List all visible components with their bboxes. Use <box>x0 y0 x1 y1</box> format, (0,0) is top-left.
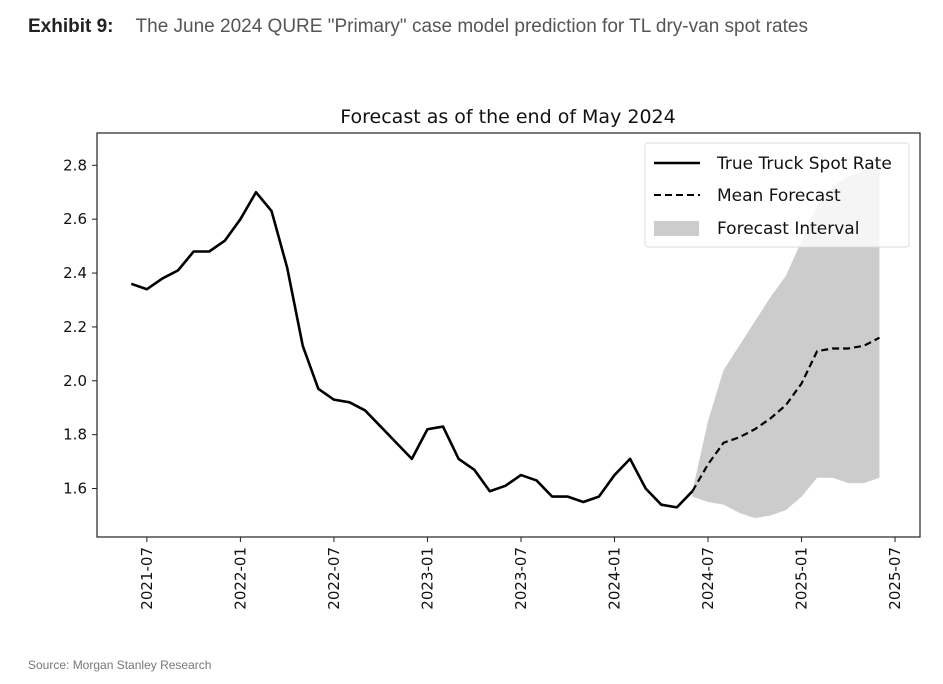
y-tick-label: 2.8 <box>63 156 87 174</box>
plot-frame <box>96 132 921 538</box>
legend-mean-forecast: Mean Forecast <box>717 186 841 206</box>
mean-forecast-line <box>691 336 880 492</box>
y-tick-label: 2.2 <box>63 318 87 336</box>
exhibit-header: Exhibit 9: The June 2024 QURE "Primary" c… <box>28 10 928 44</box>
y-tick-label: 1.6 <box>63 480 87 498</box>
x-tick-label: 2022-07 <box>325 547 343 610</box>
x-tick-label: 2023-07 <box>512 547 530 610</box>
x-tick-label: 2022-01 <box>231 547 249 610</box>
x-tick-label: 2025-07 <box>886 547 904 610</box>
forecast-interval-band <box>692 165 880 519</box>
source-note: Source: Morgan Stanley Research <box>28 658 212 672</box>
x-tick-label: 2024-01 <box>605 547 623 610</box>
legend-true-rate: True Truck Spot Rate <box>716 154 892 174</box>
exhibit-label: Exhibit 9: <box>28 16 114 37</box>
legend-box <box>644 142 910 248</box>
chart-title: Forecast as of the end of May 2024 <box>340 106 675 128</box>
x-tick-label: 2023-01 <box>418 547 436 610</box>
x-tick-label: 2025-01 <box>793 547 811 610</box>
legend-interval-swatch <box>654 221 699 236</box>
y-tick-label: 2.0 <box>63 372 87 390</box>
x-tick-label: 2021-07 <box>138 547 156 610</box>
y-tick-label: 2.4 <box>63 264 87 282</box>
exhibit-caption: The June 2024 QURE "Primary" case model … <box>135 16 808 37</box>
legend: True Truck Spot Rate Mean Forecast Forec… <box>644 142 910 248</box>
true-spot-rate-line <box>130 190 694 509</box>
x-tick-label: 2024-07 <box>699 547 717 610</box>
y-tick-label: 1.8 <box>63 426 87 444</box>
y-tick-label: 2.6 <box>63 210 87 228</box>
legend-forecast-interval: Forecast Interval <box>717 219 859 239</box>
